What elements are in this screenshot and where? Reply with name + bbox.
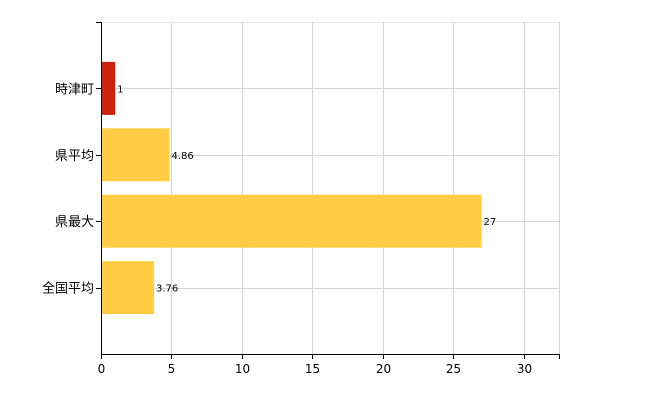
bar-0 bbox=[102, 61, 116, 115]
bar-3 bbox=[102, 261, 154, 315]
data-label: 4.86 bbox=[171, 151, 193, 162]
x-tick-label: 10 bbox=[235, 362, 250, 376]
x-tick-label: 15 bbox=[305, 362, 320, 376]
grid-lines bbox=[101, 22, 560, 354]
category-label: 時津町 bbox=[55, 82, 94, 97]
bars bbox=[102, 61, 482, 315]
category-label: 県最大 bbox=[55, 215, 94, 230]
x-tick-label: 25 bbox=[446, 362, 461, 376]
x-tick-label: 30 bbox=[517, 362, 532, 376]
x-tick-label: 20 bbox=[376, 362, 391, 376]
data-labels: 1 4.86 27 3.76 bbox=[117, 84, 496, 294]
data-label: 27 bbox=[483, 217, 496, 228]
bar-2 bbox=[102, 194, 482, 248]
bar-1 bbox=[102, 128, 170, 182]
data-label: 3.76 bbox=[156, 284, 178, 295]
category-label: 県平均 bbox=[55, 149, 94, 164]
x-tick-label: 0 bbox=[98, 362, 106, 376]
category-label: 全国平均 bbox=[42, 281, 94, 297]
data-label: 1 bbox=[117, 84, 123, 95]
x-tick-label: 5 bbox=[168, 362, 176, 376]
